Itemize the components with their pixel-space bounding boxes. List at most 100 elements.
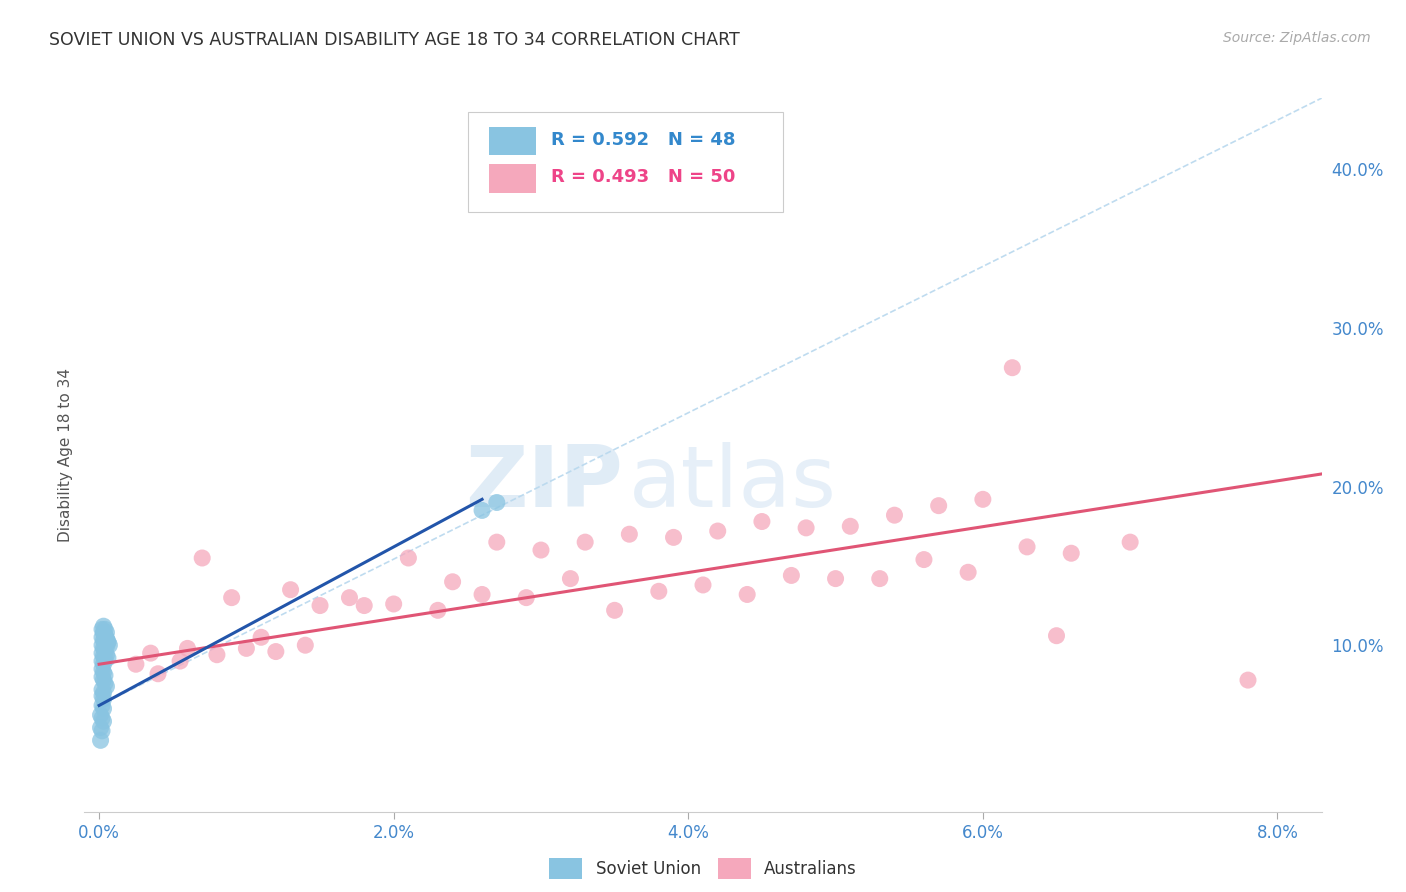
FancyBboxPatch shape	[468, 112, 783, 212]
Point	[574, 535, 596, 549]
Point	[309, 599, 332, 613]
Point	[93, 619, 115, 633]
Point	[972, 492, 994, 507]
Point	[93, 657, 115, 672]
Point	[353, 599, 375, 613]
Point	[221, 591, 243, 605]
Point	[176, 641, 198, 656]
Point	[93, 686, 115, 700]
Point	[264, 644, 287, 658]
Point	[91, 623, 114, 637]
Point	[93, 701, 115, 715]
Text: R = 0.493   N = 50: R = 0.493 N = 50	[551, 169, 735, 186]
Point	[1045, 629, 1067, 643]
Point	[1119, 535, 1142, 549]
Point	[96, 625, 118, 640]
Legend: Soviet Union, Australians: Soviet Union, Australians	[543, 852, 863, 886]
Point	[1237, 673, 1260, 687]
Point	[97, 635, 120, 649]
Point	[91, 670, 114, 684]
Point	[91, 711, 114, 725]
Point	[93, 649, 115, 664]
Point	[90, 733, 112, 747]
Point	[91, 646, 114, 660]
Point	[91, 698, 114, 713]
Point	[471, 587, 494, 601]
Point	[96, 648, 118, 662]
Point	[91, 723, 114, 738]
Point	[205, 648, 228, 662]
Text: atlas: atlas	[628, 442, 837, 525]
Text: R = 0.592   N = 48: R = 0.592 N = 48	[551, 130, 735, 148]
Point	[603, 603, 626, 617]
Point	[1001, 360, 1024, 375]
FancyBboxPatch shape	[489, 127, 536, 155]
Point	[250, 630, 273, 644]
Point	[692, 578, 714, 592]
Point	[96, 640, 118, 654]
Y-axis label: Disability Age 18 to 34: Disability Age 18 to 34	[58, 368, 73, 542]
Point	[912, 552, 935, 566]
Point	[883, 508, 905, 523]
Point	[91, 662, 114, 676]
Point	[191, 551, 214, 566]
Point	[957, 566, 980, 580]
Point	[280, 582, 302, 597]
Point	[751, 515, 773, 529]
Point	[662, 530, 685, 544]
Point	[382, 597, 405, 611]
Point	[94, 629, 117, 643]
Point	[294, 638, 316, 652]
Point	[485, 535, 508, 549]
Point	[515, 591, 537, 605]
Point	[93, 625, 115, 640]
Point	[94, 676, 117, 690]
Point	[530, 543, 553, 558]
Point	[1015, 540, 1038, 554]
Text: SOVIET UNION VS AUSTRALIAN DISABILITY AGE 18 TO 34 CORRELATION CHART: SOVIET UNION VS AUSTRALIAN DISABILITY AG…	[49, 31, 740, 49]
Point	[93, 714, 115, 729]
Text: Source: ZipAtlas.com: Source: ZipAtlas.com	[1223, 31, 1371, 45]
Point	[96, 632, 118, 646]
Point	[94, 668, 117, 682]
Point	[824, 572, 846, 586]
Text: ZIP: ZIP	[465, 442, 623, 525]
Point	[98, 638, 121, 652]
Point	[97, 635, 120, 649]
Point	[928, 499, 950, 513]
Point	[90, 708, 112, 723]
Point	[471, 503, 494, 517]
Point	[426, 603, 449, 617]
Point	[94, 652, 117, 666]
Point	[780, 568, 803, 582]
Point	[93, 641, 115, 656]
Point	[146, 666, 169, 681]
Point	[94, 629, 117, 643]
Point	[93, 692, 115, 706]
Point	[706, 524, 728, 538]
Point	[794, 521, 817, 535]
Point	[91, 682, 114, 697]
Point	[441, 574, 464, 589]
Point	[93, 665, 115, 680]
Point	[90, 721, 112, 735]
Point	[169, 654, 191, 668]
Point	[485, 495, 508, 509]
Point	[396, 551, 419, 566]
Point	[91, 638, 114, 652]
Point	[94, 623, 117, 637]
Point	[235, 641, 257, 656]
Point	[139, 646, 162, 660]
Point	[648, 584, 671, 599]
Point	[560, 572, 582, 586]
Point	[339, 591, 361, 605]
Point	[91, 630, 114, 644]
Point	[91, 689, 114, 703]
Point	[93, 673, 115, 687]
Point	[91, 654, 114, 668]
Point	[94, 637, 117, 651]
Point	[1060, 546, 1083, 560]
FancyBboxPatch shape	[489, 164, 536, 193]
Point	[93, 633, 115, 648]
Point	[93, 625, 115, 640]
